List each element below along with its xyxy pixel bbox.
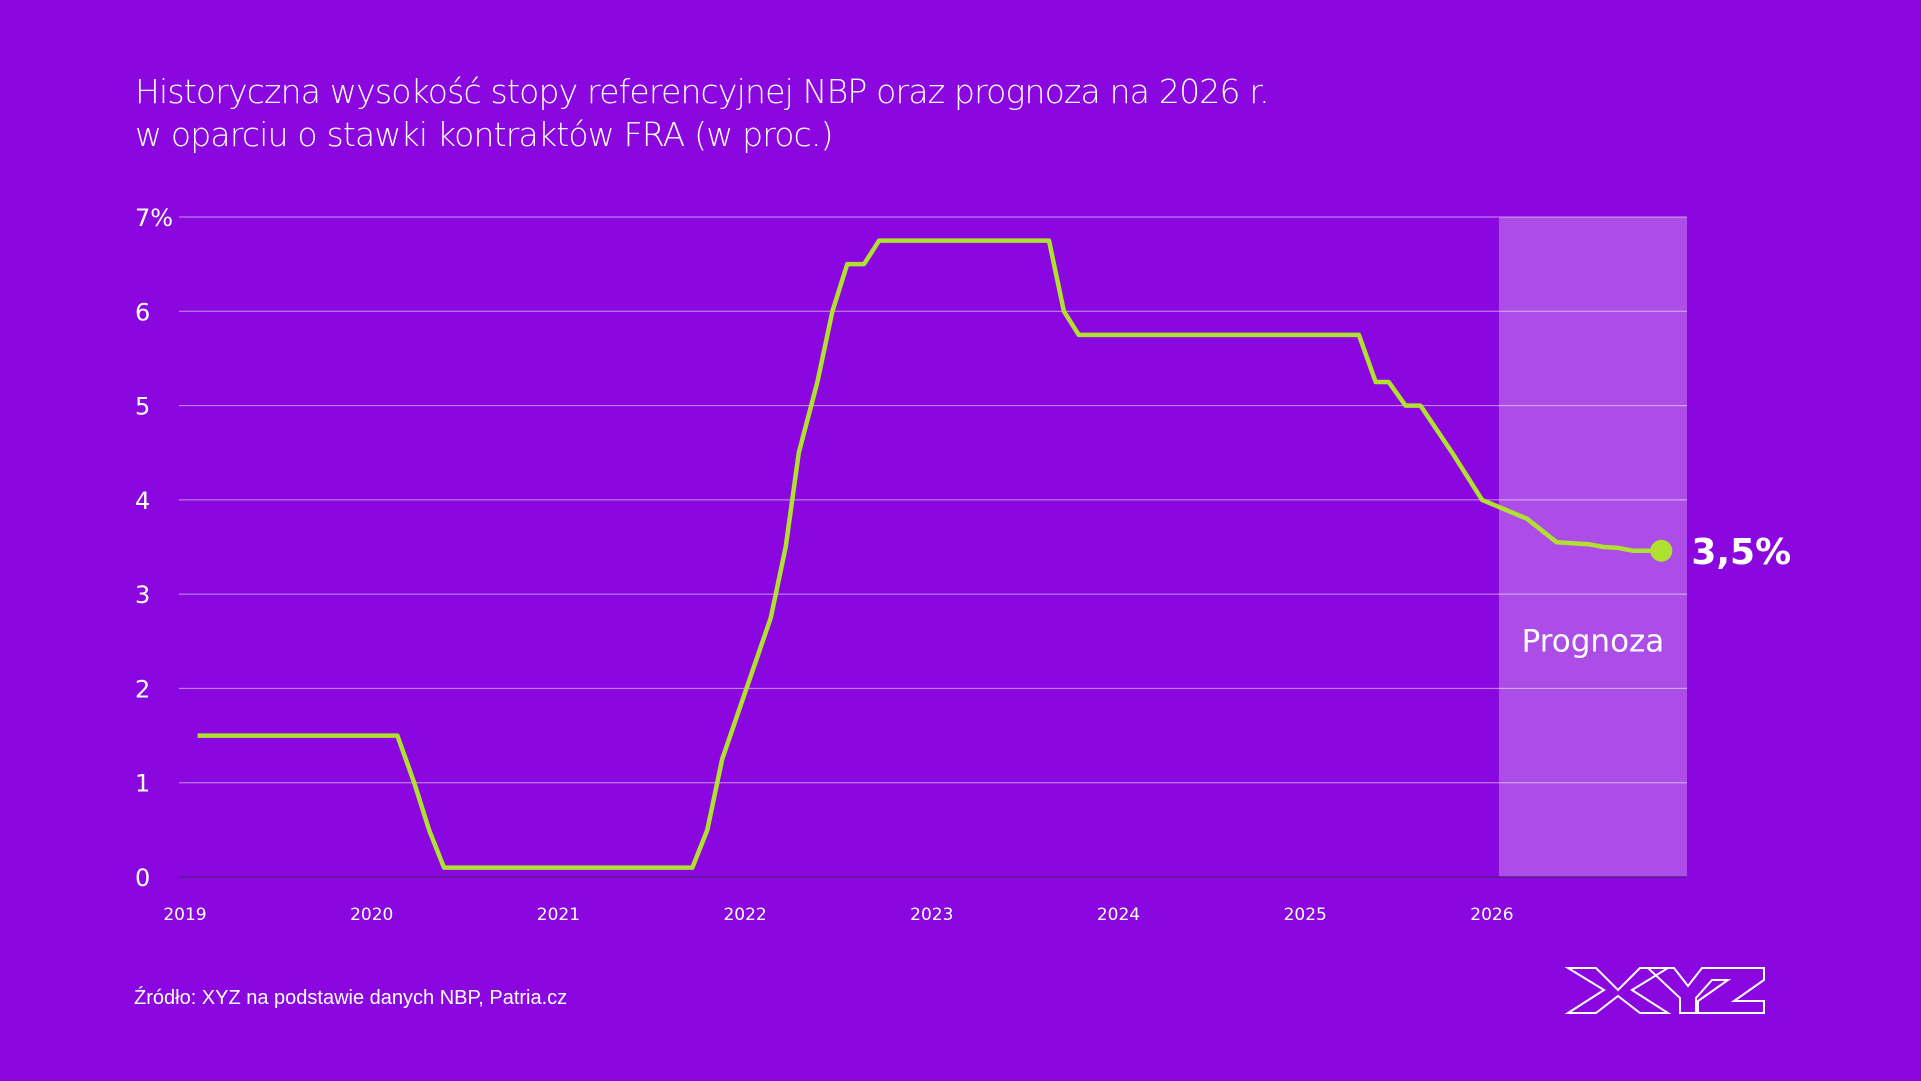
title-line-1: Historyczna wysokość stopy referencyjnej… bbox=[135, 72, 1270, 111]
y-tick-label: 6 bbox=[135, 298, 150, 326]
source-note: Źródło: XYZ na podstawie danych NBP, Pat… bbox=[134, 987, 568, 1009]
x-tick-label: 2025 bbox=[1284, 905, 1327, 925]
xyz-logo bbox=[1564, 967, 1765, 1014]
x-tick-label: 2021 bbox=[537, 905, 580, 925]
x-tick-label: 2024 bbox=[1097, 905, 1140, 925]
x-tick-label: 2020 bbox=[350, 905, 393, 925]
y-tick-label: 2 bbox=[135, 675, 150, 703]
y-tick-label: 1 bbox=[135, 770, 150, 798]
end-point-marker bbox=[1650, 539, 1673, 562]
y-tick-label: 7% bbox=[135, 204, 173, 232]
y-tick-label: 4 bbox=[135, 487, 150, 515]
x-tick-label: 2026 bbox=[1470, 905, 1513, 925]
rate-series-line bbox=[197, 238, 1662, 870]
forecast-label: Prognoza bbox=[1522, 623, 1665, 659]
end-value-label: 3,5% bbox=[1691, 532, 1791, 573]
x-tick-label: 2019 bbox=[163, 905, 206, 925]
title-line-2: w oparciu o stawki kontraktów FRA (w pro… bbox=[135, 115, 834, 154]
y-tick-label: 0 bbox=[135, 864, 150, 892]
chart-title: Historyczna wysokość stopy referencyjnej… bbox=[135, 70, 1270, 156]
x-tick-label: 2023 bbox=[910, 905, 953, 925]
x-axis-ticks: 2019 2020 2021 2022 2023 2024 2025 2026 bbox=[163, 905, 1513, 925]
x-tick-label: 2022 bbox=[723, 905, 766, 925]
gridlines bbox=[179, 216, 1687, 878]
y-axis-ticks: 0 1 2 3 4 5 6 7% bbox=[135, 204, 173, 892]
y-tick-label: 3 bbox=[135, 581, 150, 609]
y-tick-label: 5 bbox=[135, 393, 150, 421]
